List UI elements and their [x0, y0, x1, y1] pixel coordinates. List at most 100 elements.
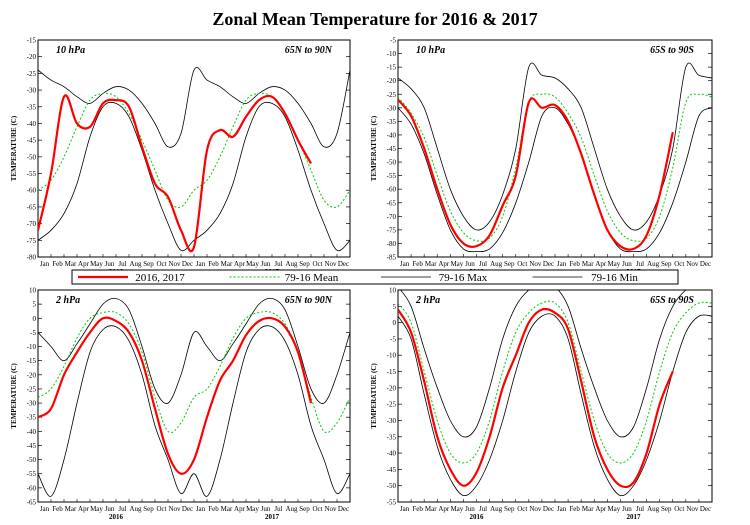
x-tick-label: Aug [285, 260, 298, 268]
x-tick-label: Jun [105, 260, 115, 268]
x-tick-label: Dec [338, 505, 349, 513]
x-tick-label: Nov [324, 505, 337, 513]
x-tick-label: Jul [636, 505, 644, 513]
x-tick-label: May [450, 505, 463, 513]
x-tick-label: Apr [78, 260, 90, 268]
panel-2: -85 -80 -75 -70 -65 -60 -55 -50 -45 -40 -35 -30 -25 -… [370, 37, 713, 276]
y-tick-label: -40 [387, 450, 397, 458]
y-tick-label: -65 [387, 199, 397, 207]
x-tick-label: Jun [622, 505, 632, 513]
x-tick-label: Sep [299, 505, 310, 513]
legend: 2016, 2017 79-16 Mean 79-16 Max 79-16 Min [71, 269, 679, 285]
year-label: 2016 [109, 513, 124, 521]
panel-3: -65-60-55-50-45-40-35-30-25-20-15-10-505… [10, 287, 351, 521]
x-tick-label: Oct [517, 260, 527, 268]
x-tick-label: Jul [274, 260, 282, 268]
y-tick-label: 0 [33, 315, 37, 323]
x-tick-label: Mar [582, 260, 594, 268]
x-tick-label: Mar [425, 260, 437, 268]
region-label: 65N to 90N [285, 295, 333, 306]
level-label: 2 hPa [55, 295, 80, 306]
y-axis-label: TEMPERATURE (C) [10, 115, 18, 181]
x-tick-label: Nov [686, 505, 699, 513]
x-tick-label: Feb [569, 505, 580, 513]
y-tick-label: 0 [393, 319, 397, 327]
y-tick-label: -25 [387, 401, 397, 409]
y-tick-label: 5 [33, 301, 37, 309]
y-tick-label: -65 [27, 203, 37, 211]
legend-label: 2016, 2017 [135, 272, 185, 284]
y-tick-label: -15 [387, 368, 397, 376]
y-tick-label: -30 [27, 400, 37, 408]
x-tick-label: Mar [221, 505, 233, 513]
x-tick-label: Dec [543, 505, 554, 513]
x-tick-label: Feb [412, 260, 423, 268]
y-tick-label: -15 [27, 357, 37, 365]
y-tick-label: -35 [387, 433, 397, 441]
x-tick-label: Mar [582, 505, 594, 513]
x-tick-label: Jun [261, 260, 271, 268]
x-tick-label: Nov [686, 260, 699, 268]
legend-label: 79-16 Max [439, 272, 488, 284]
y-tick-label: -20 [387, 77, 397, 85]
x-tick-label: Jun [622, 260, 632, 268]
x-tick-label: Nov [168, 505, 181, 513]
series-line-2016-2017 [38, 316, 313, 475]
y-tick-label: -50 [27, 456, 37, 464]
y-tick-label: -50 [27, 153, 37, 161]
x-tick-label: Apr [234, 260, 246, 268]
x-tick-label: Dec [700, 505, 711, 513]
x-tick-label: Jul [479, 505, 487, 513]
y-tick-label: -70 [27, 220, 37, 228]
x-tick-label: Nov [324, 260, 337, 268]
y-tick-label: -25 [387, 91, 397, 99]
level-label: 2 hPa [415, 295, 440, 306]
y-tick-label: -15 [387, 64, 397, 72]
x-tick-label: Aug [285, 505, 298, 513]
y-tick-label: -40 [27, 428, 37, 436]
x-tick-label: Sep [143, 505, 154, 513]
x-tick-label: May [450, 260, 463, 268]
series-line-79-16-max [38, 297, 350, 404]
x-tick-label: May [607, 505, 620, 513]
y-tick-label: -55 [387, 172, 397, 180]
x-tick-label: Aug [647, 505, 660, 513]
x-tick-label: Jun [261, 505, 271, 513]
chart-title: Zonal Mean Temperature for 2016 & 2017 [212, 9, 537, 29]
region-label: 65S to 90S [650, 295, 694, 306]
x-tick-label: Jan [400, 505, 410, 513]
legend-label: 79-16 Min [591, 272, 638, 284]
x-tick-label: Aug [490, 260, 503, 268]
y-tick-label: -85 [387, 254, 397, 262]
x-tick-label: Sep [661, 260, 672, 268]
series-line-79-16-min [398, 313, 712, 497]
x-tick-label: Jan [557, 260, 567, 268]
y-tick-label: -5 [390, 37, 396, 45]
x-tick-label: Jan [557, 505, 567, 513]
y-tick-label: -10 [387, 50, 397, 58]
x-tick-label: Apr [595, 260, 607, 268]
legend-label: 79-16 Mean [285, 272, 339, 284]
x-tick-label: Aug [647, 260, 660, 268]
y-tick-label: -30 [387, 417, 397, 425]
y-tick-label: -40 [27, 120, 37, 128]
panel-1: -80 -75 -70 -65 -60 -55 -50 -45 -40 -35 -30 -25 -20 -… [10, 37, 351, 276]
y-tick-label: -45 [387, 466, 397, 474]
y-tick-label: -5 [30, 329, 36, 337]
series-line-79-16-min [398, 106, 712, 253]
x-tick-label: Jul [118, 505, 126, 513]
x-tick-label: Jan [40, 505, 50, 513]
x-tick-label: Jul [479, 260, 487, 268]
x-tick-label: Jun [465, 505, 475, 513]
y-tick-label: -35 [27, 103, 37, 111]
x-tick-label: Jul [636, 260, 644, 268]
plot-frame [397, 39, 713, 258]
x-tick-label: May [90, 505, 103, 513]
y-tick-label: -35 [27, 414, 37, 422]
y-tick-label: -10 [27, 343, 37, 351]
x-tick-label: Jan [400, 260, 410, 268]
y-tick-label: -55 [387, 499, 397, 507]
x-tick-label: Jun [465, 260, 475, 268]
x-tick-label: Oct [156, 260, 166, 268]
series-line-79-16-max [38, 67, 350, 148]
